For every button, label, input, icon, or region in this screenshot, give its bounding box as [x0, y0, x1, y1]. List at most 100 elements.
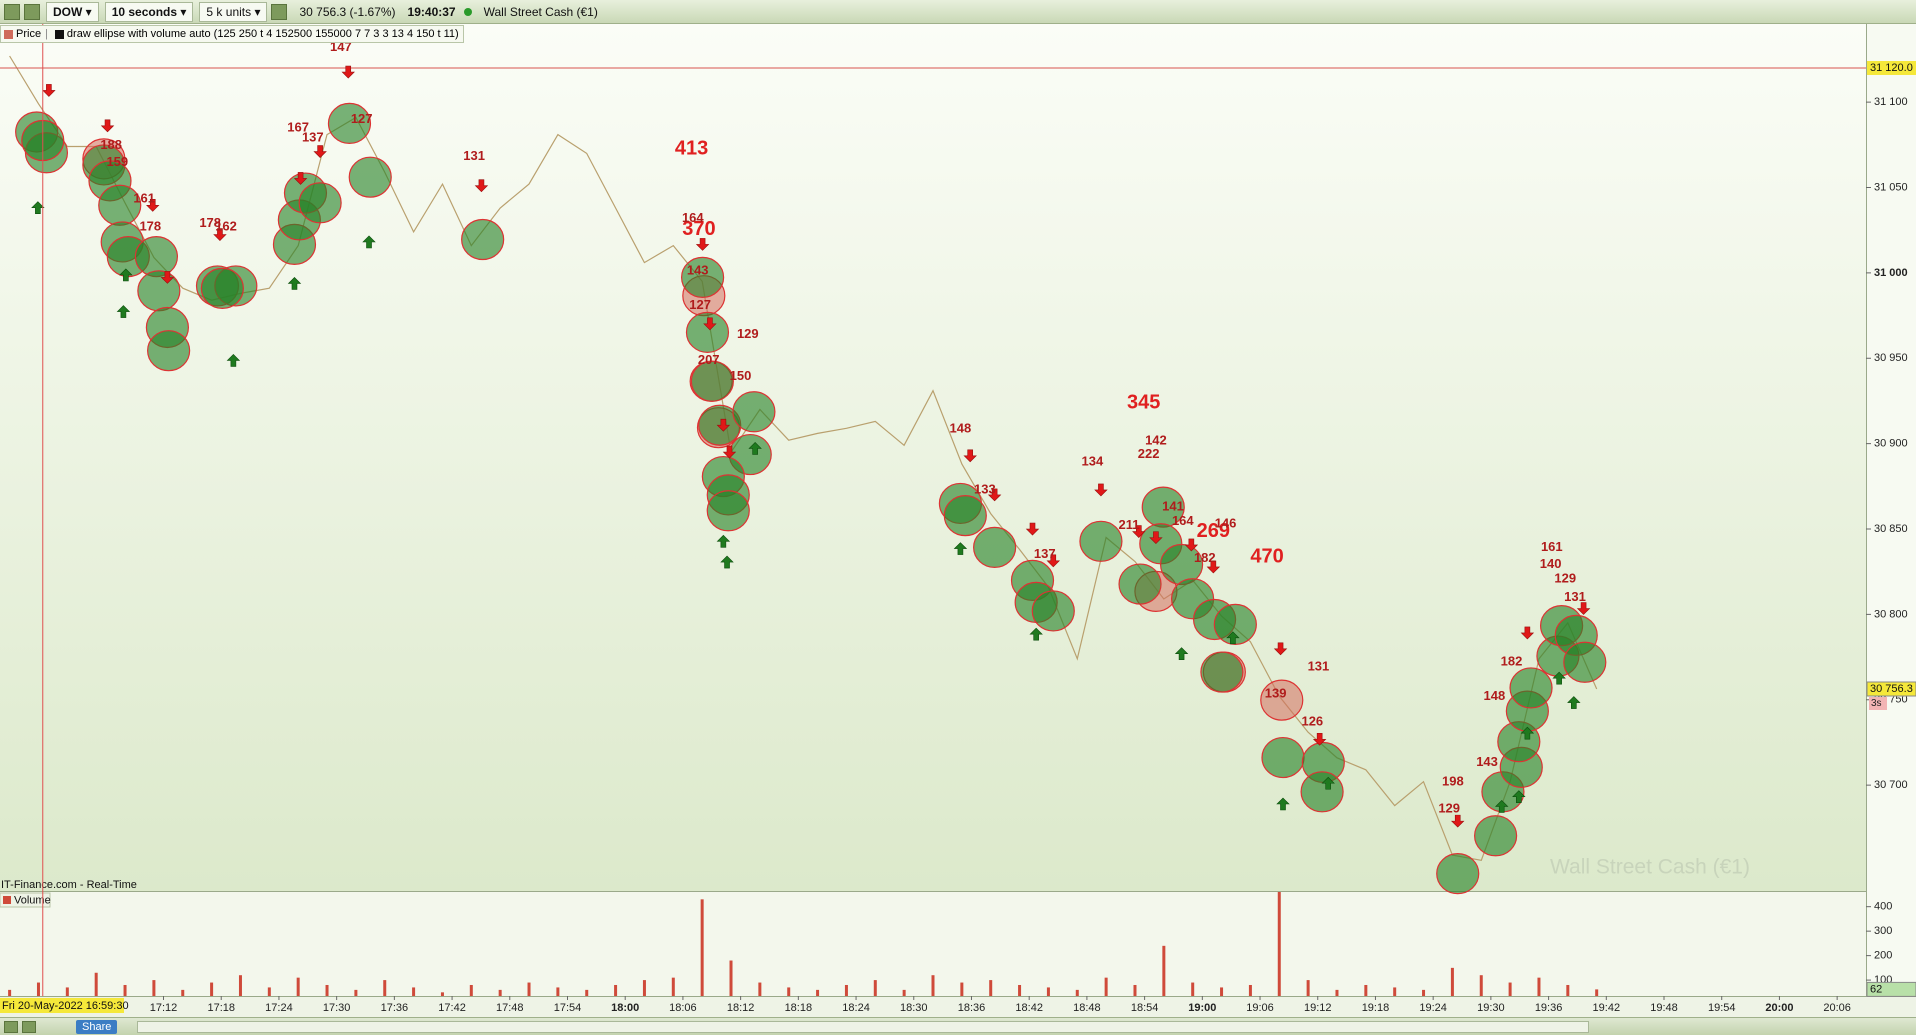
price-swatch — [4, 29, 13, 39]
sell-arrow — [213, 228, 227, 242]
volume-annotation-large: 470 — [1250, 545, 1283, 567]
buy-arrow — [1494, 800, 1509, 813]
sell-arrow — [474, 179, 489, 193]
volume-bar — [354, 989, 358, 996]
time-axis-panel — [0, 996, 1916, 1017]
volume-bar — [1248, 984, 1252, 996]
tool-icon[interactable] — [4, 1020, 18, 1033]
buy-arrow — [1174, 647, 1189, 661]
sell-arrow — [1273, 642, 1288, 656]
x-tick-label: 17:18 — [207, 1002, 235, 1014]
signal-ellipse — [1563, 641, 1607, 683]
volume-annotation: 182 — [1501, 654, 1523, 669]
buy-arrow — [720, 555, 734, 569]
sell-arrow — [1451, 814, 1465, 828]
x-tick-label: 18:00 — [611, 1002, 639, 1014]
x-tick-label: 18:54 — [1131, 1002, 1159, 1014]
volume-bar — [210, 982, 214, 996]
signal-ellipse — [1260, 679, 1304, 721]
volume-annotation: 164 — [1172, 513, 1194, 528]
x-tick-label: 19:42 — [1593, 1002, 1621, 1014]
sell-arrow — [160, 271, 175, 284]
indicator-legend[interactable]: draw ellipse with volume auto (125 250 t… — [66, 28, 459, 40]
volume-annotation: 142 — [1145, 433, 1167, 448]
volume-bar — [1133, 984, 1137, 996]
sell-arrow — [1149, 531, 1163, 545]
volume-annotation: 198 — [1442, 773, 1464, 788]
volume-bar — [844, 984, 848, 996]
sell-arrow — [722, 445, 737, 459]
sell-arrow — [716, 418, 731, 432]
volume-bar — [498, 989, 502, 996]
scrollbar[interactable] — [137, 1020, 1590, 1033]
volume-annotation: 131 — [1564, 589, 1586, 604]
volume-annotation: 161 — [1541, 539, 1563, 554]
x-tick-label: 17:30 — [323, 1002, 351, 1014]
menu-icon[interactable] — [24, 3, 40, 20]
signal-ellipse — [706, 490, 750, 532]
price-panel — [0, 24, 1866, 892]
x-tick-label: 19:00 — [1188, 1002, 1216, 1014]
signal-ellipse — [680, 256, 725, 298]
volume-bar — [123, 984, 127, 996]
volume-bar — [1306, 980, 1310, 996]
info-icon[interactable] — [271, 3, 288, 20]
buy-arrow — [1029, 627, 1043, 641]
volume-bar — [787, 987, 791, 996]
x-tick-label: 20:00 — [1765, 1002, 1793, 1014]
buy-arrow — [116, 305, 131, 318]
signal-ellipse — [1261, 736, 1305, 779]
volume-bar — [1479, 975, 1483, 996]
y-tick-label: 30 700 — [1874, 779, 1908, 791]
volume-bar — [1508, 982, 1512, 996]
volume-bar — [1422, 989, 1426, 996]
buy-arrow — [1512, 790, 1526, 803]
units-select[interactable]: 5 k units ▾ — [199, 1, 268, 22]
quote: 30 756.3 (-1.67%) — [299, 4, 396, 19]
instrument-select[interactable]: DOW ▾ — [46, 1, 99, 22]
volume-annotation: 141 — [1162, 499, 1184, 514]
last-value-label: 30 756.3 — [1870, 683, 1913, 695]
status-dot — [463, 7, 472, 16]
volume-legend-box — [0, 892, 51, 908]
volume-bar — [1162, 945, 1166, 996]
y-tick-label: 31 100 — [1874, 96, 1908, 108]
sell-arrow — [1520, 626, 1535, 640]
signal-ellipse — [1079, 520, 1123, 562]
last-value-label: 62 — [1870, 983, 1882, 995]
instrument: DOW — [53, 4, 83, 19]
tool-icon[interactable] — [22, 1020, 36, 1033]
x-tick-label: 17:36 — [381, 1002, 409, 1014]
share-button[interactable]: Share — [76, 1019, 118, 1034]
volume-annotation: 129 — [1554, 571, 1576, 586]
price-axis-panel — [1866, 24, 1916, 996]
logo-icon — [4, 3, 20, 20]
sell-arrow — [1206, 560, 1221, 574]
volume-annotation-large: 345 — [1127, 392, 1160, 414]
volume-legend-swatch — [3, 896, 11, 904]
period-select[interactable]: 10 seconds ▾ — [104, 1, 194, 22]
volume-annotation: 137 — [302, 130, 324, 145]
signal-ellipse — [461, 218, 505, 261]
volume-bar — [873, 980, 877, 996]
volume-annotation: 137 — [1034, 546, 1056, 561]
volume-annotation: 127 — [689, 297, 711, 312]
sell-arrow — [987, 488, 1002, 502]
buy-arrow — [1276, 797, 1290, 811]
volume-annotation: 164 — [682, 210, 704, 225]
x-tick-label: 19:36 — [1535, 1002, 1563, 1014]
volume-annotation: 129 — [737, 326, 759, 341]
indicator-legend-row: Price | draw ellipse with volume auto (1… — [0, 25, 464, 43]
y-tick-label: 31 050 — [1874, 181, 1908, 193]
volume-bar — [527, 982, 531, 996]
y-tick-label: 31 000 — [1874, 267, 1908, 279]
volume-annotation: 129 — [1438, 800, 1460, 815]
volume-bar — [1075, 989, 1079, 996]
x-tick-label: 18:36 — [958, 1002, 986, 1014]
x-tick-label: 17:42 — [438, 1002, 466, 1014]
signal-ellipse — [1031, 590, 1075, 632]
buy-arrow — [287, 277, 302, 290]
sell-arrow — [1046, 554, 1061, 568]
x-tick-label: 19:54 — [1708, 1002, 1736, 1014]
x-tick-label: 20:06 — [1823, 1002, 1851, 1014]
